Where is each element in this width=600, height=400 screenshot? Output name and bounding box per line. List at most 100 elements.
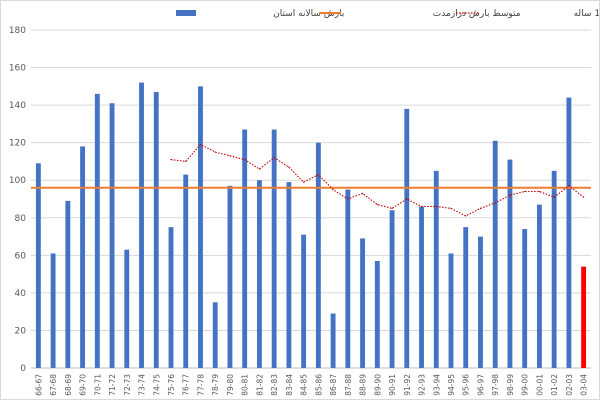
x-tick-label: 02-03 [565,374,574,396]
bar [360,238,366,368]
x-tick-label: 87-88 [344,374,353,396]
moving-average-point [185,160,187,163]
x-tick-label: 94-95 [447,374,456,396]
gridlines [31,29,591,369]
bar [389,210,395,368]
legend-swatch [176,10,196,16]
x-tick-label: 79-80 [226,374,235,396]
x-tick-label: 77-78 [196,374,205,396]
moving-average-point [317,173,319,176]
moving-average-point [553,196,555,198]
moving-average-point [420,205,423,208]
x-tick-label: 69-70 [79,374,88,396]
bar [35,163,41,368]
y-tick-label: 80 [15,214,27,224]
bar [478,236,483,368]
y-tick-label: 60 [15,251,27,261]
x-tick-label: 78-79 [211,374,220,396]
x-tick-label: 74-75 [152,374,161,396]
moving-average-point [170,158,172,161]
x-tick-label: 67-68 [49,374,58,396]
moving-average-point [406,198,408,200]
x-tick-label: 91-92 [403,374,412,396]
moving-average-point [465,215,467,217]
bar [256,180,262,368]
moving-average-point [361,192,364,194]
x-tick-label: 03-04 [580,374,589,396]
legend-item: میانگین متحرک 10 ساله [456,7,599,19]
bar [345,189,351,368]
moving-average-line [170,143,584,217]
y-tick-label: 160 [9,64,26,74]
bar [80,146,86,368]
bar [242,129,248,368]
moving-average-point [199,143,202,146]
x-tick-label: 93-94 [432,374,441,396]
bar [139,82,144,369]
x-tick-label: 84-85 [300,374,309,396]
bar [536,204,542,368]
x-tick-label: 92-93 [418,374,427,396]
x-tick-label: 80-81 [241,374,250,396]
moving-average-point [214,151,216,153]
bar [109,103,115,368]
bar [463,227,469,368]
moving-average-point [509,194,511,196]
bar [551,170,557,368]
moving-average-point [479,207,482,209]
moving-average-point [494,202,496,204]
y-tick-label: 120 [9,139,26,149]
y-tick-label: 0 [20,364,26,374]
line-series [31,143,591,217]
moving-average-point [244,158,246,161]
bar [227,185,233,368]
y-tick-label: 180 [9,26,26,36]
y-axis-ticks: 0 20 40 60 80 100 120 140 160 180 [9,26,26,374]
bar [404,108,410,368]
bar [566,97,572,368]
bar [330,313,336,368]
legend-label: بارش سالانه استان [273,9,344,19]
x-tick-label: 71-72 [108,374,117,396]
moving-average-point [332,189,334,191]
bar [168,227,174,368]
bar [315,142,321,368]
y-tick-label: 100 [9,176,26,186]
legend-label: متوسط بارش درازمدت [433,9,521,19]
x-tick-label: 90-91 [388,374,397,396]
bar [419,206,424,368]
moving-average-point [583,196,585,198]
bar [492,140,498,368]
bar [183,174,189,368]
bar [153,91,159,368]
y-tick-label: 140 [9,101,26,111]
x-tick-label: 97-98 [491,374,500,396]
legend-label: میانگین متحرک 10 ساله [574,7,599,19]
x-tick-label: 01-02 [550,374,559,396]
y-tick-label: 20 [15,326,27,336]
bar [271,129,277,368]
bar [433,170,439,368]
moving-average-point [376,204,378,206]
x-tick-label: 83-84 [285,374,294,396]
x-tick-label: 89-90 [373,374,382,396]
bar [374,260,380,368]
x-tick-label: 95-96 [462,374,471,396]
legend-item: بارش سالانه استان [176,9,344,19]
moving-average-point [450,207,452,209]
moving-average-point [229,155,231,157]
y-tick-label: 40 [15,289,27,299]
x-tick-label: 81-82 [255,374,264,396]
x-tick-label: 73-74 [138,374,147,396]
x-tick-label: 88-89 [359,374,368,396]
moving-average-point [303,181,305,183]
x-tick-label: 98-99 [506,374,515,396]
moving-average-point [524,190,526,193]
bar [522,229,528,368]
x-axis-ticks: 66-67 67-68 68-69 69-70 70-71 71-72 72-73 73-74… [34,374,588,396]
bar [286,182,292,368]
bar [301,234,307,368]
moving-average-point [568,185,570,187]
